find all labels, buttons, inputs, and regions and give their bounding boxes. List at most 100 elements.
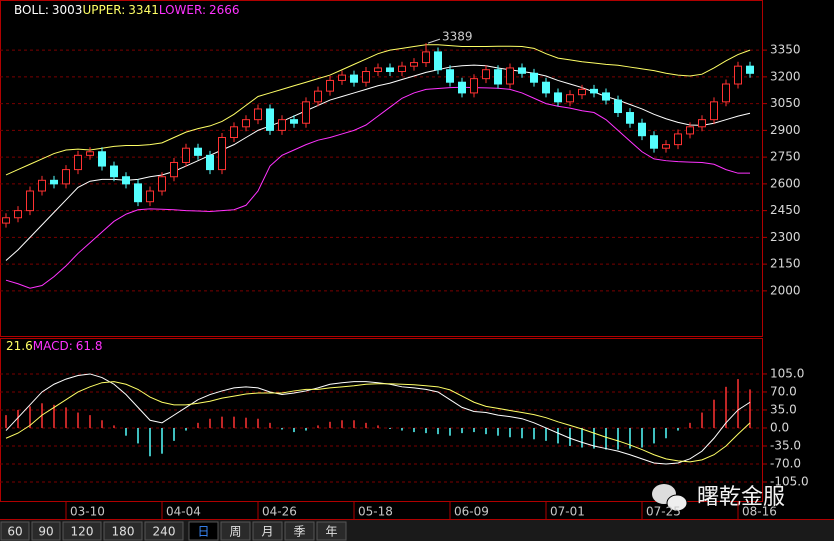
candle-body — [470, 78, 478, 94]
indicator-name: UPPER: — [82, 3, 125, 17]
x-tick-label: 07-25 — [646, 505, 681, 519]
tab[interactable]: 周 — [220, 521, 251, 541]
candle-body — [98, 151, 106, 167]
candle-body — [14, 210, 22, 219]
tab-background — [252, 521, 283, 541]
y-tick-label: 0.0 — [770, 420, 789, 434]
candle-body — [434, 51, 442, 71]
tab[interactable]: 日 — [188, 521, 219, 541]
candle-body — [338, 74, 346, 81]
tab[interactable]: 年 — [316, 521, 347, 541]
x-tick-label: 05-18 — [358, 505, 393, 519]
candle-body — [302, 101, 310, 124]
tab[interactable]: 60 — [0, 521, 30, 541]
tab-label[interactable]: 90 — [38, 525, 53, 539]
tab-label[interactable]: 月 — [261, 525, 273, 539]
x-tick-label: 08-16 — [742, 505, 777, 519]
tab[interactable]: 季 — [284, 521, 315, 541]
candle-body — [506, 67, 514, 85]
tab-background — [144, 521, 184, 541]
candle-body — [518, 67, 526, 74]
y-tick-label: 2300 — [770, 230, 801, 244]
tab[interactable]: 240 — [144, 521, 184, 541]
indicator-header: BOLL: 3003UPPER: 3341LOWER: 2666 — [14, 3, 240, 17]
x-tick-label: 06-09 — [454, 505, 489, 519]
candle-body — [686, 126, 694, 135]
candle-body — [650, 135, 658, 149]
tab[interactable]: 月 — [252, 521, 283, 541]
tab-label[interactable]: 60 — [7, 525, 22, 539]
tab-background — [316, 521, 347, 541]
candle-body — [362, 71, 370, 83]
y-tick-label: -35.0 — [770, 438, 801, 452]
candle-body — [242, 119, 250, 128]
candle-body — [662, 144, 670, 149]
candle-body — [170, 161, 178, 178]
tab-label[interactable]: 季 — [293, 525, 305, 539]
candle-body — [398, 65, 406, 73]
candle-body — [230, 126, 238, 139]
tab-label[interactable]: 日 — [197, 525, 209, 539]
candle-body — [314, 90, 322, 103]
candle-body — [278, 119, 286, 131]
tab-background — [284, 521, 315, 541]
candle-body — [194, 147, 202, 156]
y-tick-label: -105.0 — [770, 474, 809, 488]
candle-body — [734, 65, 742, 85]
watermark-text: 曙乾金服 — [697, 485, 785, 510]
macd-line — [5, 373, 751, 465]
tab[interactable]: 120 — [62, 521, 102, 541]
indicator-name: LOWER: — [159, 3, 206, 17]
candle-body — [494, 69, 502, 85]
candle-body — [698, 119, 706, 128]
candle-body — [2, 217, 10, 224]
y-tick-label: 3200 — [770, 69, 801, 83]
candle-body — [482, 69, 490, 80]
candle-body — [350, 74, 358, 83]
y-tick-label: -70.0 — [770, 456, 801, 470]
tab-background — [0, 521, 30, 541]
tab-label[interactable]: 180 — [112, 525, 135, 539]
y-tick-label: 2750 — [770, 150, 801, 164]
y-tick-label: 2000 — [770, 283, 801, 297]
candle-body — [74, 154, 82, 171]
candle-body — [410, 62, 418, 67]
candle-body — [422, 51, 430, 64]
candle-body — [554, 92, 562, 103]
macd-panel-border — [0, 338, 763, 502]
candle-body — [290, 119, 298, 124]
tab-label[interactable]: 周 — [229, 525, 241, 539]
candle-body — [590, 88, 598, 94]
candle-body — [614, 99, 622, 114]
candle-body — [746, 65, 754, 74]
candle-body — [50, 179, 58, 185]
candle-body — [602, 92, 610, 101]
tab-label[interactable]: 年 — [325, 525, 337, 539]
indicator-value: 3341 — [128, 3, 159, 17]
indicator-value: 21.6 — [6, 339, 33, 353]
candle-body — [326, 79, 334, 92]
indicator-header: 21.6MACD: 61.8 — [6, 339, 102, 353]
y-tick-label: 3350 — [770, 43, 801, 57]
tab-label[interactable]: 240 — [153, 525, 176, 539]
indicator-value: 2666 — [209, 3, 240, 17]
x-tick-label: 03-10 — [70, 505, 105, 519]
tab-background — [62, 521, 102, 541]
band-line — [5, 44, 751, 176]
tab-label[interactable]: 120 — [71, 525, 94, 539]
x-tick-label: 04-26 — [262, 505, 297, 519]
candle-body — [182, 147, 190, 163]
tab[interactable]: 180 — [103, 521, 143, 541]
candle-body — [446, 69, 454, 83]
band-line — [5, 86, 750, 289]
candle-body — [458, 81, 466, 94]
tab-background — [188, 521, 219, 541]
indicator-value: 61.8 — [76, 339, 103, 353]
y-tick-label: 2450 — [770, 203, 801, 217]
candle-body — [110, 165, 118, 178]
tab-background — [220, 521, 251, 541]
tab[interactable]: 90 — [31, 521, 61, 541]
y-tick-label: 3050 — [770, 96, 801, 110]
macd-line — [5, 381, 751, 463]
